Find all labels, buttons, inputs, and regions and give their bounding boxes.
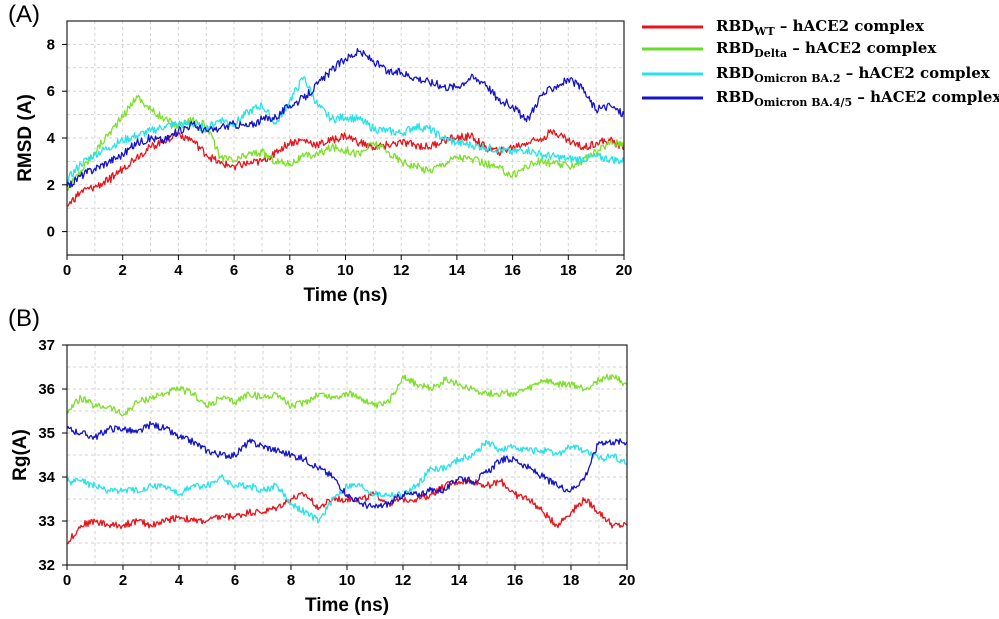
legend-label: RBDDelta – hACE2 complex bbox=[716, 39, 937, 60]
gridlines bbox=[66, 344, 628, 566]
legend-suffix: – hACE2 complex bbox=[775, 17, 925, 35]
series-line-1 bbox=[66, 94, 625, 192]
y-tick-label: 33 bbox=[38, 513, 55, 530]
x-tick-label: 8 bbox=[286, 262, 294, 279]
x-tick-label: 14 bbox=[449, 262, 466, 279]
legend-label: RBDOmicron BA.4/5 – hACE2 complex bbox=[716, 88, 999, 109]
legend-main: RBD bbox=[716, 39, 754, 57]
legend-suffix: – hACE2 complex bbox=[787, 39, 937, 57]
ticks bbox=[62, 43, 625, 260]
legend-subscript: WT bbox=[753, 25, 775, 38]
y-tick-label: 34 bbox=[38, 469, 55, 486]
series-line-3 bbox=[66, 420, 628, 510]
y-tick-label: 2 bbox=[47, 177, 55, 194]
x-tick-label: 8 bbox=[287, 572, 295, 589]
x-tick-label: 20 bbox=[616, 262, 633, 279]
x-tick-label: 0 bbox=[63, 572, 71, 589]
legend-subscript: Delta bbox=[754, 47, 787, 60]
y-tick-label: 32 bbox=[38, 557, 55, 574]
chart-panel-a: (A) 0 2 4 6 8 10 12 14 16 18 20 0 2 4 6 8 Time (ns) RMSD (… bbox=[8, 1, 999, 306]
legend-suffix: – hACE2 complex bbox=[841, 64, 991, 82]
series-group bbox=[66, 373, 628, 545]
x-tick-label: 2 bbox=[119, 262, 127, 279]
series-group bbox=[66, 47, 625, 207]
panel-label: (A) bbox=[8, 1, 40, 28]
x-tick-label: 4 bbox=[175, 572, 184, 589]
x-tick-label: 18 bbox=[563, 572, 580, 589]
y-tick-label: 0 bbox=[47, 224, 55, 241]
legend-main: RBD bbox=[716, 64, 754, 82]
y-tick-label: 35 bbox=[38, 425, 55, 442]
x-tick-label: 6 bbox=[231, 572, 239, 589]
y-tick-label: 8 bbox=[47, 36, 55, 53]
x-tick-label: 0 bbox=[63, 262, 71, 279]
legend-item-1: RBDDelta – hACE2 complex bbox=[642, 39, 937, 60]
legend-suffix: – hACE2 complex bbox=[852, 88, 999, 106]
x-tick-label: 4 bbox=[174, 262, 183, 279]
series-line-0 bbox=[66, 129, 625, 207]
legend-subscript: Omicron BA.4/5 bbox=[754, 96, 852, 109]
panel-label: (B) bbox=[8, 305, 40, 332]
chart-panel-b: (B) 0 2 4 6 8 10 12 14 16 18 20 32 33 34 35 36 37 Time (ns… bbox=[8, 305, 635, 616]
series-line-3 bbox=[66, 47, 625, 189]
x-tick-label: 16 bbox=[504, 262, 521, 279]
legend-label: RBDWT – hACE2 complex bbox=[716, 17, 925, 38]
legend-subscript: Omicron BA.2 bbox=[754, 72, 840, 85]
x-axis-label: Time (ns) bbox=[303, 285, 387, 306]
x-tick-label: 10 bbox=[337, 262, 354, 279]
x-tick-label: 20 bbox=[619, 572, 636, 589]
y-axis-label: RMSD (A) bbox=[15, 94, 36, 182]
x-tick-label: 10 bbox=[339, 572, 356, 589]
x-tick-label: 12 bbox=[395, 572, 412, 589]
y-tick-label: 37 bbox=[38, 337, 55, 354]
legend-label: RBDOmicron BA.2 – hACE2 complex bbox=[716, 64, 991, 85]
y-tick-label: 4 bbox=[47, 130, 56, 147]
y-tick-label: 36 bbox=[38, 381, 55, 398]
legend-main: RBD bbox=[716, 88, 754, 106]
x-tick-label: 18 bbox=[560, 262, 577, 279]
legend-main: RBD bbox=[716, 17, 754, 35]
legend-item-2: RBDOmicron BA.2 – hACE2 complex bbox=[642, 64, 991, 85]
series-line-0 bbox=[66, 478, 628, 545]
x-tick-label: 14 bbox=[451, 572, 468, 589]
x-tick-label: 6 bbox=[230, 262, 238, 279]
legend-item-3: RBDOmicron BA.4/5 – hACE2 complex bbox=[642, 88, 999, 109]
y-axis-label: Rg(A) bbox=[10, 429, 31, 481]
x-tick-label: 12 bbox=[393, 262, 410, 279]
series-line-2 bbox=[66, 439, 628, 524]
x-tick-label: 2 bbox=[119, 572, 127, 589]
y-tick-label: 6 bbox=[47, 83, 55, 100]
series-line-1 bbox=[66, 373, 628, 417]
series-line-2 bbox=[66, 76, 625, 183]
x-axis-label: Time (ns) bbox=[305, 595, 389, 616]
legend-item-0: RBDWT – hACE2 complex bbox=[642, 17, 925, 38]
ticks bbox=[62, 344, 628, 570]
x-tick-label: 16 bbox=[507, 572, 524, 589]
